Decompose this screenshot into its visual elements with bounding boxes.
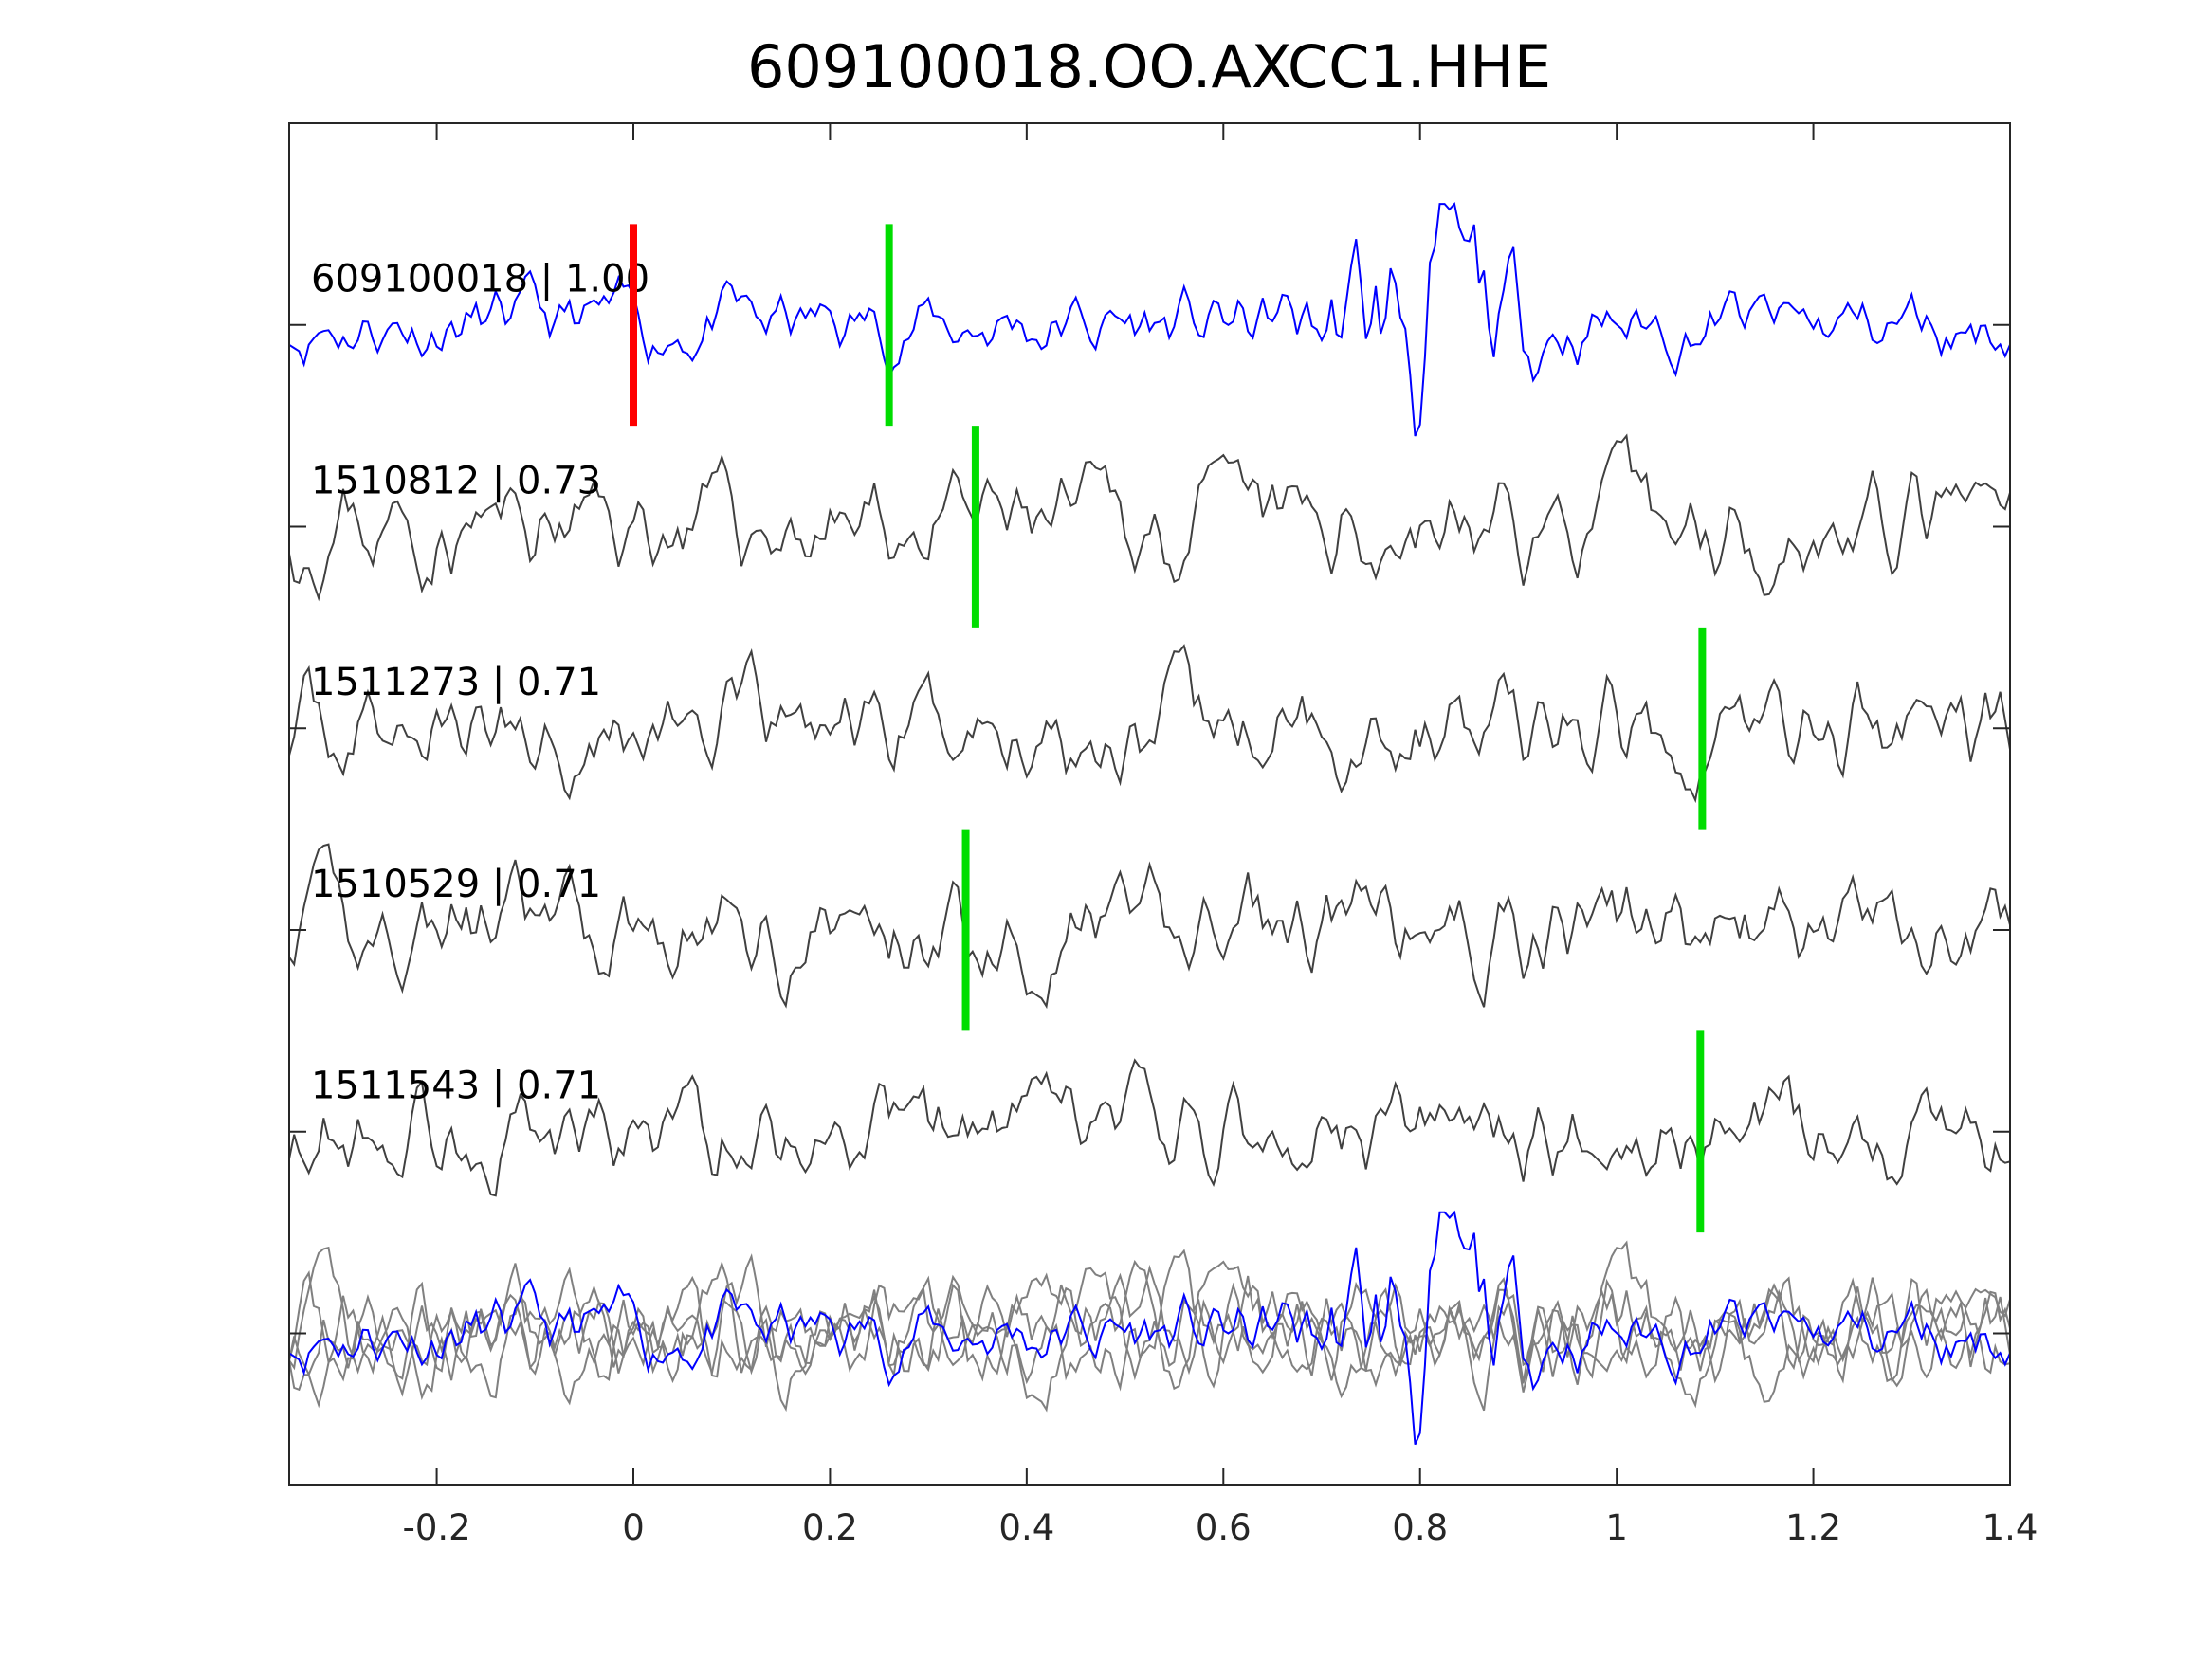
trace-label-3: 1510529 | 0.71 — [311, 863, 601, 906]
axes: -0.2 0 0.2 0.4 0.6 0.8 1 1.2 1.4 — [289, 123, 2038, 1548]
stack-trace-3 — [288, 1246, 2011, 1413]
trace-label-1: 1510812 | 0.73 — [311, 459, 601, 502]
x-tick-label-0: -0.2 — [402, 1507, 470, 1548]
x-tick-label-6: 1 — [1605, 1507, 1628, 1548]
chart-title: 609100018.OO.AXCC1.HHE — [747, 32, 1551, 101]
x-tick-label-1: 0 — [622, 1507, 645, 1548]
trace-4 — [288, 1058, 2011, 1197]
trace-label-2: 1511273 | 0.71 — [311, 661, 601, 704]
x-tick-label-7: 1.2 — [1785, 1507, 1841, 1548]
trace-2 — [288, 644, 2011, 804]
x-tick-label-4: 0.6 — [1196, 1507, 1252, 1548]
trace-0 — [288, 201, 2011, 437]
traces-layer — [288, 201, 2011, 1446]
x-tick-label-5: 0.8 — [1392, 1507, 1448, 1548]
x-tick-label-2: 0.2 — [802, 1507, 858, 1548]
x-tick-label-8: 1.4 — [1983, 1507, 2038, 1548]
picks-layer — [630, 224, 1707, 1233]
trace-labels: 609100018 | 1.00 1510812 | 0.73 1511273 | … — [311, 258, 649, 1108]
x-tick-label-3: 0.4 — [998, 1507, 1054, 1548]
plot-frame — [288, 122, 2011, 1486]
stack-trace-4 — [288, 1259, 2011, 1399]
trace-3 — [288, 843, 2011, 1010]
trace-label-0: 609100018 | 1.00 — [311, 258, 649, 301]
trace-label-4: 1511543 | 0.71 — [311, 1065, 601, 1108]
stack-trace-2 — [288, 1249, 2011, 1409]
trace-1 — [288, 433, 2011, 602]
stack-template-trace — [288, 1210, 2011, 1446]
